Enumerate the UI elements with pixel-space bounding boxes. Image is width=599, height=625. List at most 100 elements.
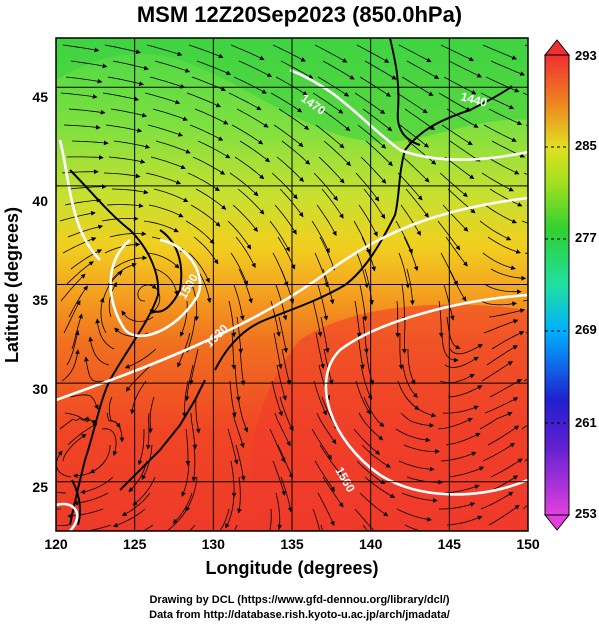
streamline	[359, 76, 392, 97]
streamline	[360, 156, 387, 184]
streamline	[398, 44, 432, 63]
streamline	[185, 428, 191, 466]
colorbar-bottom-cap	[543, 514, 571, 531]
streamline	[405, 188, 429, 218]
streamline	[184, 364, 194, 402]
streamline	[234, 156, 265, 180]
streamline	[281, 348, 292, 385]
streamline	[317, 284, 329, 321]
streamline	[271, 380, 283, 417]
streamline	[480, 491, 514, 510]
streamline	[479, 220, 512, 241]
streamline	[109, 231, 147, 238]
streamline	[152, 108, 188, 121]
streamline	[125, 364, 152, 392]
streamline	[360, 364, 373, 401]
streamline	[186, 92, 222, 108]
streamline	[75, 524, 112, 531]
x-tick-label: 120	[44, 536, 68, 552]
streamline	[190, 204, 221, 227]
streamline	[359, 492, 389, 517]
streamline	[402, 364, 418, 398]
streamline	[233, 76, 267, 94]
streamline	[403, 444, 440, 454]
streamline	[356, 252, 369, 289]
colorbar-tick-label: 269	[575, 322, 597, 337]
streamline	[59, 416, 91, 430]
streamline	[145, 172, 182, 185]
streamline	[161, 508, 188, 531]
streamline	[316, 412, 337, 445]
streamline	[404, 108, 436, 131]
colorbar-tick-label: 261	[575, 415, 597, 430]
streamline	[480, 92, 515, 110]
chart-title: MSM 12Z20Sep2023 (850.0hPa)	[136, 2, 463, 27]
streamline	[448, 268, 467, 302]
streamline	[60, 273, 86, 302]
streamline	[56, 524, 70, 527]
streamline	[105, 124, 143, 133]
streamline	[396, 92, 428, 114]
streamline	[488, 308, 525, 318]
coastlines	[69, 38, 513, 526]
streamline	[61, 169, 99, 175]
x-tick-label: 125	[123, 536, 147, 552]
y-tick-label: 40	[32, 193, 48, 209]
streamline	[187, 172, 220, 192]
streamline	[364, 476, 396, 498]
streamline	[185, 220, 215, 245]
streamline	[317, 492, 335, 527]
streamline	[112, 508, 146, 528]
streamline	[269, 508, 272, 531]
streamline	[148, 396, 155, 434]
streamline	[191, 284, 199, 322]
streamline	[276, 156, 304, 182]
streamline	[141, 444, 153, 481]
streamline	[311, 428, 332, 460]
streamline	[273, 124, 304, 148]
streamline	[321, 188, 344, 219]
streamline	[438, 92, 471, 112]
streamline	[232, 204, 258, 233]
streamline	[67, 224, 104, 238]
streamline	[481, 361, 513, 382]
streamline	[190, 412, 198, 450]
streamline	[484, 204, 517, 224]
streamline	[239, 348, 246, 386]
streamline	[274, 412, 291, 447]
streamline	[449, 344, 483, 355]
streamline	[315, 332, 325, 369]
wind-streamlines	[56, 44, 528, 531]
streamline	[315, 124, 345, 149]
streamline	[233, 284, 245, 321]
streamline	[132, 476, 156, 506]
streamline	[354, 300, 362, 338]
streamline	[72, 460, 106, 479]
streamline	[395, 428, 431, 443]
streamline	[399, 124, 430, 148]
streamline	[320, 108, 351, 132]
streamline	[146, 44, 183, 57]
streamline	[128, 460, 148, 493]
streamline	[274, 204, 297, 235]
streamline	[395, 300, 401, 338]
streamline	[311, 220, 330, 254]
streamline	[191, 76, 227, 92]
streamline	[95, 318, 115, 350]
streamline	[364, 268, 374, 305]
streamline	[483, 124, 517, 142]
streamline	[401, 284, 407, 322]
streamline	[358, 204, 378, 237]
streamline	[407, 349, 416, 385]
streamline	[314, 252, 329, 288]
streamline	[445, 432, 481, 446]
streamline	[481, 172, 514, 192]
streamline	[269, 428, 286, 463]
contour-label-1440: 1440	[459, 89, 489, 110]
y-tick-label: 35	[32, 292, 48, 308]
colorbar-tick-label: 277	[575, 230, 597, 245]
streamline	[60, 92, 98, 99]
streamline	[404, 524, 422, 531]
streamline	[355, 172, 380, 202]
streamline	[229, 380, 237, 418]
